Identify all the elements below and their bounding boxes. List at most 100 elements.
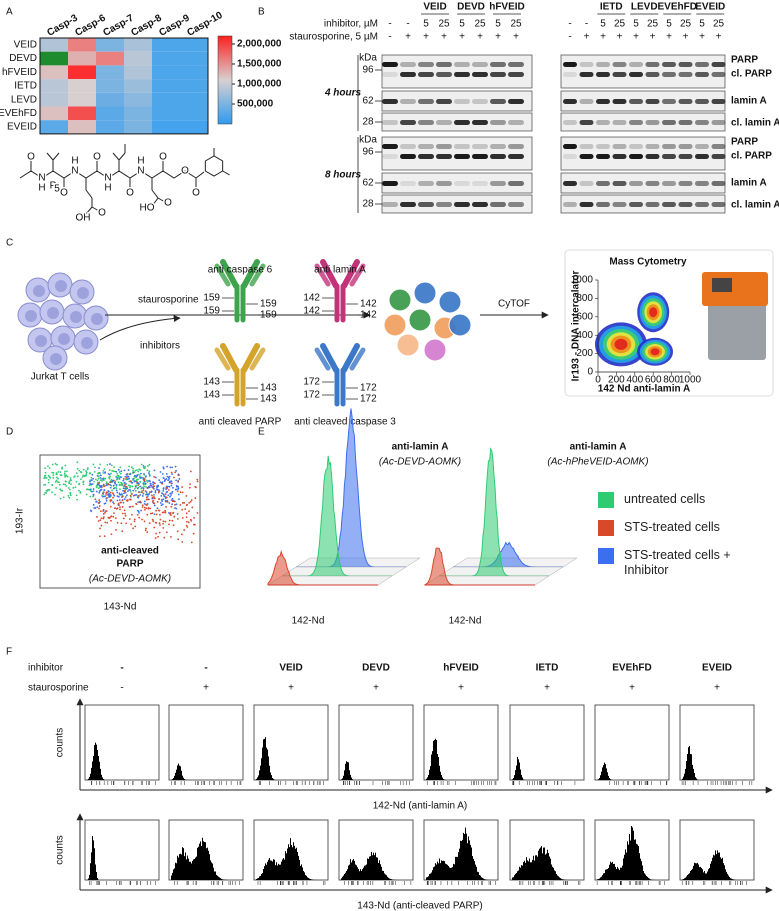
histogram-frame	[84, 819, 160, 881]
scatter-dot	[136, 509, 139, 512]
scatter-dot	[96, 506, 99, 509]
scatter-dot	[190, 499, 193, 502]
scatter-dot	[126, 494, 128, 497]
blot-band	[418, 72, 434, 77]
scatter-dot	[137, 484, 140, 486]
scatter-dot	[118, 488, 121, 491]
blot-band	[454, 154, 470, 159]
scatter-dot	[79, 478, 82, 481]
scatter-dot	[132, 467, 135, 470]
scatter-dot	[57, 471, 60, 473]
scatter-dot	[98, 507, 100, 510]
scatter-dot	[148, 498, 150, 501]
scatter-dot	[135, 484, 138, 487]
antibody	[341, 343, 360, 373]
scatter-dot	[102, 508, 105, 511]
scatter-dot	[170, 494, 173, 496]
scatter-dot	[162, 467, 165, 470]
scatter-dot	[113, 470, 116, 473]
marker-label: 96	[362, 147, 374, 158]
scatter-dot	[120, 470, 123, 473]
row-label: DEVD	[9, 53, 37, 64]
scatter-dot	[122, 501, 125, 504]
scatter-dot	[146, 469, 149, 472]
scatter-dot	[88, 484, 91, 487]
blot-band	[382, 181, 398, 186]
histogram	[87, 742, 158, 780]
blot-band	[382, 72, 398, 77]
scatter-dot	[105, 499, 108, 502]
scatter-dot	[156, 484, 159, 487]
scatter-dot	[113, 466, 115, 469]
blot-band	[400, 202, 416, 207]
scatter-dot	[144, 503, 147, 506]
y-axis-label: counts	[55, 728, 66, 757]
column-label: Casp-9	[157, 12, 192, 38]
scatter-dot	[67, 494, 70, 497]
blot-band	[472, 202, 488, 207]
scatter-dot	[132, 469, 134, 472]
scatter-dot	[129, 480, 132, 483]
blot-band	[508, 99, 524, 104]
scatter-dot	[97, 487, 100, 490]
scatter-dot	[134, 486, 137, 488]
scatter-dot	[125, 485, 128, 488]
blot-band	[596, 120, 610, 125]
scatter-dot	[170, 499, 173, 502]
column-label: -	[120, 663, 123, 674]
row-label: LEVD	[11, 94, 37, 105]
histogram	[256, 737, 327, 780]
column-label: IETD	[536, 663, 559, 674]
structure-bond	[152, 197, 159, 206]
scatter-dot	[172, 524, 175, 527]
blot-band	[612, 120, 627, 125]
scatter-dot	[51, 491, 53, 494]
colorbar-label: 1,000,000	[237, 79, 282, 90]
y-axis-label: counts	[55, 835, 66, 864]
atom-label: N	[71, 166, 78, 177]
scatter-dot	[168, 475, 171, 478]
scatter-dot	[162, 522, 164, 525]
scatter-dot	[170, 482, 173, 485]
scatter-dot	[181, 491, 184, 494]
x-tick-label: 1000	[679, 375, 702, 386]
scatter-dot	[175, 485, 178, 488]
blot-band	[418, 99, 434, 104]
scatter-dot	[156, 507, 159, 510]
blot-band	[645, 72, 660, 77]
scatter-dot	[167, 479, 170, 482]
scatter-dot	[57, 477, 60, 480]
scatter-dot	[112, 493, 115, 496]
scatter-dot	[137, 501, 140, 504]
lane-label: +	[683, 32, 689, 43]
scatter-dot	[102, 512, 105, 515]
lane-label: 5	[459, 19, 465, 30]
scatter-dot	[117, 468, 120, 471]
scatter-dot	[161, 481, 164, 483]
legend-item: STS-treated cells + Inhibitor	[598, 548, 768, 578]
structure-bond	[91, 206, 100, 212]
scatter-dot	[179, 491, 182, 494]
blot-band	[436, 154, 452, 159]
scatter-dot	[113, 494, 116, 497]
scatter-dot	[151, 496, 154, 499]
scatter-dot	[69, 492, 72, 495]
scatter-dot	[102, 517, 105, 520]
scatter-dot	[159, 513, 161, 516]
scatter-dot	[185, 512, 188, 515]
antibody	[214, 347, 231, 371]
scatter-dot	[142, 466, 145, 469]
heatmap-cell	[68, 79, 96, 93]
scatter-dot	[58, 483, 61, 486]
scatter-dot	[110, 472, 112, 475]
scatter-dot	[176, 490, 179, 492]
scatter-dot	[190, 519, 193, 522]
scatter-dot	[145, 527, 147, 530]
scatter-dot	[78, 483, 80, 486]
scatter-dot	[93, 507, 96, 509]
scatter-dot	[143, 500, 146, 503]
scatter-dot	[180, 533, 183, 536]
scatter-dot	[51, 463, 54, 466]
blot-band	[645, 181, 660, 186]
scatter-dot	[174, 503, 176, 506]
